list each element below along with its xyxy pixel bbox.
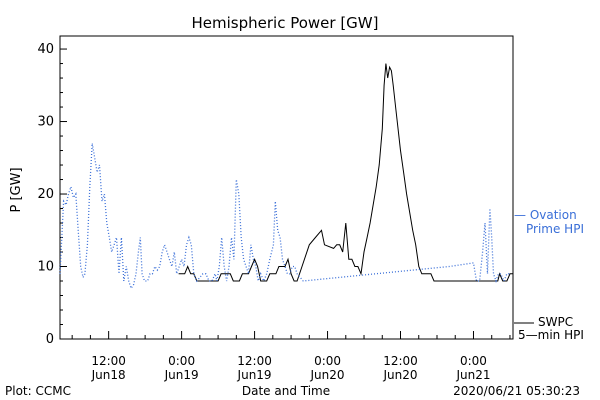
x-axis: 12:00Jun180:00Jun1912:00Jun190:00Jun2012… — [71, 331, 511, 382]
x-tick-date-label: Jun21 — [455, 368, 490, 382]
legend-ovation-line1: — Ovation — [514, 208, 577, 222]
chart-title: Hemispheric Power [GW] — [192, 14, 379, 32]
y-tick-label: 30 — [37, 115, 54, 130]
x-tick-time-label: 12:00 — [383, 354, 418, 368]
legend-swpc: SWPC 5—min HPI — [514, 315, 584, 342]
y-tick-label: 20 — [37, 187, 54, 202]
y-tick-label: 0 — [46, 332, 54, 347]
legend-ovation: — Ovation Prime HPI — [514, 208, 584, 236]
x-axis-label: Date and Time — [242, 384, 330, 398]
x-tick-time-label: 0:00 — [460, 354, 487, 368]
legend-ovation-line2: Prime HPI — [526, 222, 584, 236]
legend-swpc-line2: 5—min HPI — [518, 328, 584, 342]
x-tick-time-label: 12:00 — [237, 354, 272, 368]
x-tick-date-label: Jun20 — [382, 368, 417, 382]
series-ovation-line — [59, 143, 510, 290]
footer-credit: Plot: CCMC — [5, 384, 71, 398]
x-tick-time-label: 12:00 — [91, 354, 126, 368]
x-tick-date-label: Jun18 — [91, 368, 126, 382]
x-tick-time-label: 0:00 — [314, 354, 341, 368]
y-axis: 0 10 20 30 40 — [37, 42, 67, 347]
series-swpc-line — [178, 63, 513, 282]
x-tick-time-label: 0:00 — [168, 354, 195, 368]
series-layer — [59, 63, 513, 290]
x-tick-date-label: Jun19 — [237, 368, 272, 382]
footer-timestamp: 2020/06/21 05:30:23 — [453, 384, 580, 398]
y-tick-label: 40 — [37, 42, 54, 57]
x-tick-date-label: Jun20 — [310, 368, 345, 382]
plot-frame — [59, 35, 514, 340]
y-tick-label: 10 — [37, 260, 54, 275]
x-tick-date-label: Jun19 — [164, 368, 199, 382]
legend-swpc-line1: SWPC — [538, 315, 573, 329]
y-axis-label: P [GW] — [9, 167, 24, 212]
